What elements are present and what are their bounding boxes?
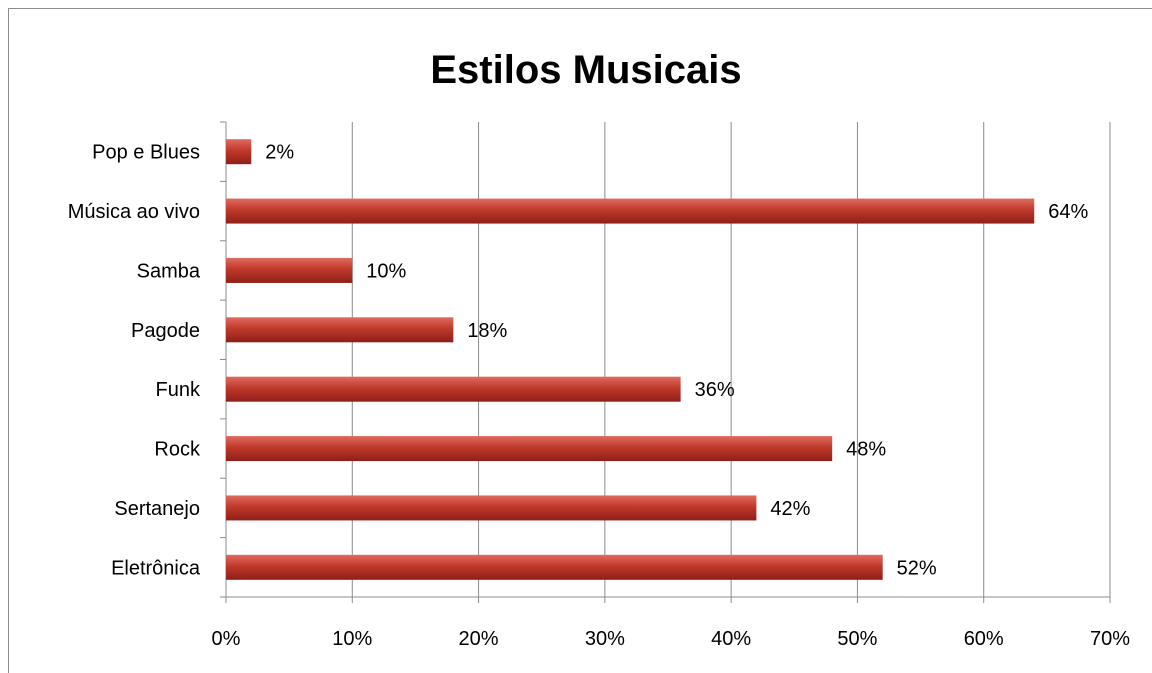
x-tick-label: 40%	[711, 628, 751, 650]
category-label: Sertanejo	[114, 498, 200, 520]
data-label: 48%	[846, 439, 886, 461]
category-label: Música ao vivo	[68, 201, 200, 223]
data-label: 64%	[1048, 201, 1088, 223]
bar	[226, 198, 1035, 224]
data-label: 36%	[695, 379, 735, 401]
bar	[226, 139, 252, 165]
axes	[220, 121, 1111, 603]
data-label: 2%	[265, 142, 294, 164]
category-label: Rock	[154, 439, 201, 461]
grid-lines	[351, 122, 1111, 597]
x-tick-label: 20%	[459, 628, 499, 650]
bar	[226, 436, 833, 462]
bar	[226, 257, 353, 283]
labels: 0% 10% 20% 30% 40% 50% 60% 70% Pop e Blues 2% Músi…	[68, 142, 1131, 650]
category-label: Funk	[156, 379, 201, 401]
category-label: Pop e Blues	[92, 142, 200, 164]
bars	[226, 139, 1035, 580]
bar	[226, 317, 454, 343]
bar	[226, 554, 883, 580]
bar	[226, 495, 757, 521]
bar	[226, 376, 681, 402]
data-label: 18%	[467, 320, 507, 342]
data-label: 42%	[770, 498, 810, 520]
category-label: Pagode	[131, 320, 200, 342]
data-label: 52%	[897, 557, 937, 579]
x-tick-label: 50%	[837, 628, 877, 650]
x-tick-label: 60%	[964, 628, 1004, 650]
x-tick-label: 10%	[332, 628, 372, 650]
category-label: Eletrônica	[111, 557, 201, 579]
chart-title: Estilos Musicais	[430, 48, 741, 92]
category-label: Samba	[137, 260, 201, 282]
x-tick-label: 70%	[1090, 628, 1130, 650]
x-tick-label: 0%	[212, 628, 241, 650]
data-label: 10%	[366, 260, 406, 282]
x-tick-label: 30%	[585, 628, 625, 650]
